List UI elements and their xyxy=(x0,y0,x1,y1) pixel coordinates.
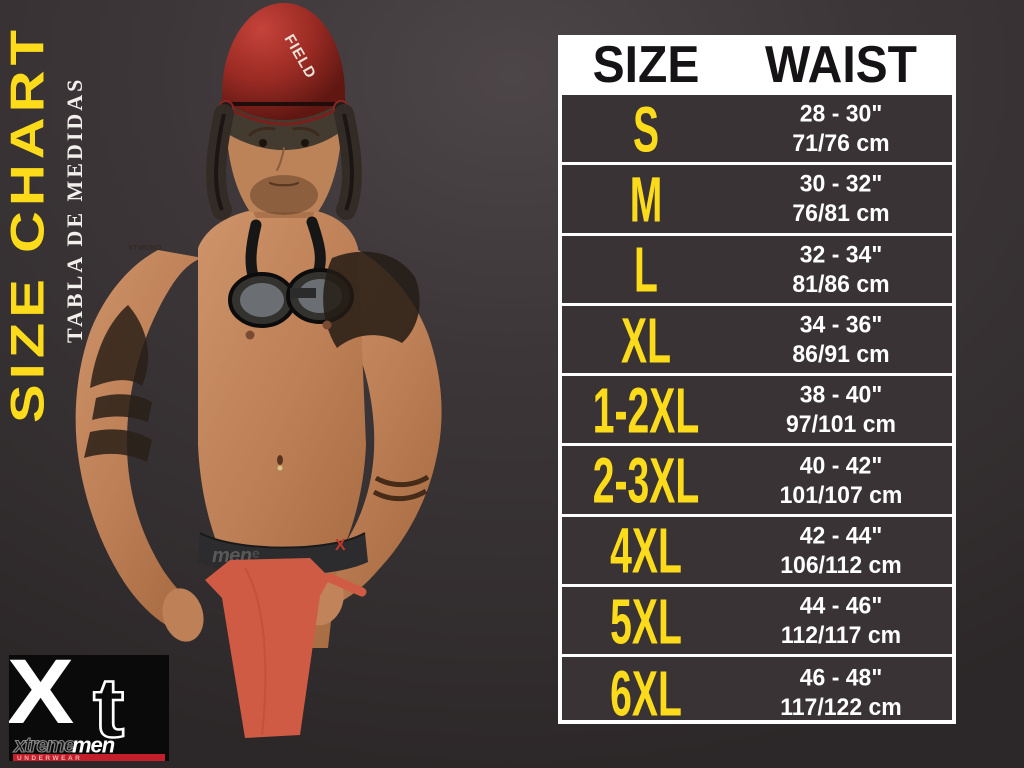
svg-text:xtreme: xtreme xyxy=(13,734,76,757)
svg-text:X: X xyxy=(9,655,74,743)
svg-text:UNDERWEAR: UNDERWEAR xyxy=(17,755,82,761)
svg-text:e: e xyxy=(252,545,260,561)
svg-text:men: men xyxy=(72,733,115,758)
svg-text:XTMONO: XTMONO xyxy=(128,245,162,252)
svg-text:X: X xyxy=(335,537,346,554)
